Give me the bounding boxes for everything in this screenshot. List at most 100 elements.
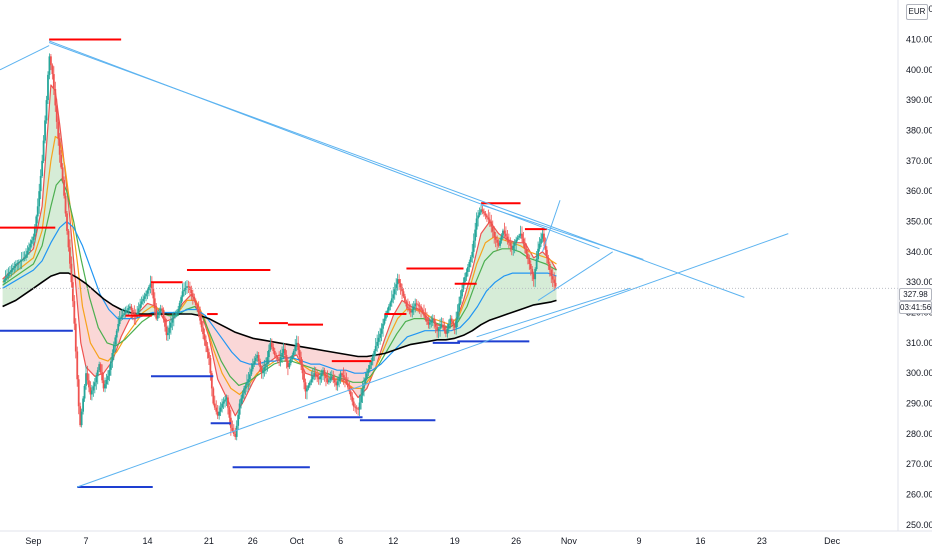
candle-body — [301, 364, 304, 374]
candle-body — [390, 298, 393, 303]
candle-body — [447, 323, 450, 329]
candle-body — [553, 279, 556, 283]
candle-body — [16, 262, 19, 264]
candle-body — [281, 352, 283, 358]
price-tick-label: 310.00 — [906, 338, 932, 348]
candle-body — [518, 235, 520, 238]
time-axis[interactable]: Sep 7 14 21 26 Oct 6 12 19 26 Nov 9 16 23 Dec — [25, 536, 840, 546]
candle-body — [196, 304, 199, 310]
candle-body — [76, 351, 79, 380]
candle-body — [456, 311, 459, 320]
bullish-fill-area — [2, 85, 75, 307]
candle-body — [450, 318, 453, 322]
price-tick-label: 410.00 — [906, 34, 932, 44]
candle-body — [335, 382, 338, 386]
candle-body — [521, 233, 523, 239]
candle-body — [256, 355, 259, 359]
candle-body — [497, 242, 500, 246]
candle-body — [439, 326, 441, 329]
candle-body — [538, 243, 541, 249]
currency-button[interactable]: EUR — [906, 4, 928, 20]
candle-body — [203, 334, 206, 341]
candle-body — [200, 320, 203, 328]
candle-body — [490, 221, 493, 227]
candle-body — [424, 315, 427, 319]
candle-body — [216, 411, 219, 416]
candle-body — [408, 308, 411, 311]
candle-body — [461, 289, 463, 297]
candle-body — [127, 308, 130, 310]
candle-body — [52, 74, 55, 90]
candle-body — [244, 385, 247, 389]
candle-body — [66, 213, 68, 231]
price-tick-label: 380.00 — [906, 125, 932, 135]
candle-body — [99, 364, 102, 373]
candle-body — [121, 314, 124, 317]
candle-body — [165, 326, 168, 336]
trendline — [77, 233, 789, 488]
candle-body — [355, 407, 358, 409]
candle-body — [510, 245, 513, 249]
candle-body — [172, 316, 175, 319]
candle-body — [421, 309, 424, 313]
candle-body — [69, 247, 71, 264]
candle-body — [26, 250, 29, 255]
candle-body — [370, 361, 373, 366]
candle-body — [28, 247, 30, 251]
candle-body — [36, 206, 39, 217]
candle-body — [491, 226, 494, 232]
candle-body — [6, 276, 8, 279]
candle-body — [522, 238, 525, 244]
candle-body — [468, 261, 471, 268]
candle-body — [241, 393, 244, 399]
candle-body — [140, 301, 143, 305]
candle-body — [474, 229, 477, 241]
candle-body — [148, 286, 150, 291]
candle-body — [377, 337, 380, 342]
candle-body — [162, 309, 165, 319]
price-tick-label: 350.00 — [906, 217, 932, 227]
candle-body — [174, 314, 177, 317]
candle-body — [417, 304, 420, 306]
candle-body — [525, 248, 528, 254]
candle-body — [70, 263, 73, 283]
candle-body — [88, 380, 90, 388]
candle-body — [395, 284, 398, 290]
candle-body — [222, 401, 225, 404]
candle-body — [288, 363, 291, 368]
candle-body — [263, 367, 266, 371]
candle-body — [433, 318, 436, 323]
moving-average-layer — [2, 84, 558, 417]
candle-body — [250, 369, 253, 375]
candle-body — [398, 279, 401, 284]
candle-body — [528, 258, 531, 264]
candle-body — [85, 373, 87, 386]
candle-body — [180, 297, 183, 304]
candle-body — [326, 378, 329, 383]
candle-body — [440, 324, 443, 327]
candle-body — [406, 306, 409, 309]
candle-body — [178, 303, 181, 309]
candle-body — [4, 278, 7, 281]
candle-body — [458, 303, 460, 312]
candle-body — [415, 303, 418, 305]
candle-body — [540, 238, 542, 244]
candle-body — [93, 382, 96, 387]
candle-body — [304, 382, 307, 392]
candle-body — [339, 373, 342, 378]
candle-body — [105, 379, 108, 385]
candle-body — [17, 261, 20, 263]
candle-body — [10, 270, 13, 273]
candle-body — [164, 318, 166, 327]
candle-body — [545, 249, 548, 258]
candle-body — [215, 407, 218, 412]
candle-body — [29, 243, 32, 248]
candle-body — [13, 266, 16, 269]
candle-body — [345, 379, 348, 384]
candle-body — [120, 316, 123, 319]
candle-body — [363, 383, 365, 389]
candle-body — [464, 277, 466, 283]
candle-body — [269, 342, 272, 350]
candle-body — [526, 253, 529, 259]
